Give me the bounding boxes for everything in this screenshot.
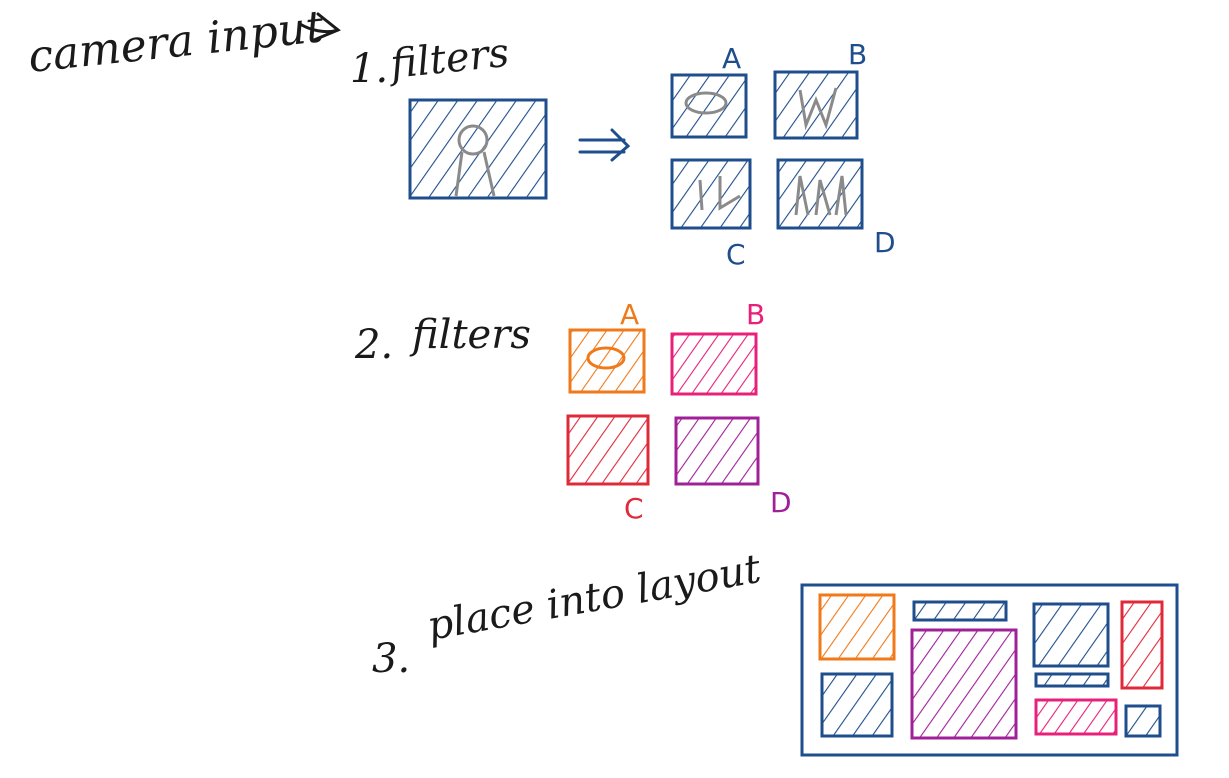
- layout-tile-pink: [1034, 698, 1118, 736]
- step-1-heading: 1. filters: [350, 30, 511, 92]
- layout-tile-blue-strip-top: [912, 600, 1008, 622]
- layout-board: [800, 583, 1179, 757]
- double-arrow-icon: [578, 128, 631, 162]
- step-2-number: 2.: [354, 322, 393, 368]
- squiggle-sketch-icon: [798, 87, 838, 131]
- layout-tile-red: [1120, 600, 1164, 690]
- legs-sketch-icon: [794, 175, 848, 216]
- step-1-label: filters: [385, 30, 511, 88]
- layout-tile-purple: [910, 628, 1018, 740]
- step-2-heading: 2. filters: [354, 312, 531, 368]
- layout-tile-orange: [818, 593, 896, 661]
- step-3-label: place into layout: [424, 546, 765, 650]
- person-silhouette-icon: [454, 124, 496, 197]
- section-letter-b: B: [848, 38, 867, 71]
- filtered-section-d: [674, 416, 760, 486]
- filter-letter-c: C: [624, 492, 644, 525]
- layout-tile-blue-right: [1032, 602, 1110, 668]
- filter-letter-b: B: [746, 298, 765, 331]
- layout-tile-blue-small: [1124, 704, 1162, 738]
- section-letter-a: A: [722, 42, 741, 75]
- layout-tile-blue-left: [820, 672, 894, 738]
- sliced-section-b: [773, 70, 859, 140]
- filtered-section-c: [566, 414, 650, 486]
- sliced-section-a: [670, 73, 748, 139]
- step-3-heading: 3. place into layout: [372, 546, 765, 682]
- camera-input-label: camera input: [26, 1, 327, 83]
- limbs-sketch-icon: [698, 176, 741, 211]
- filtered-section-b: [670, 332, 758, 396]
- filter-letter-d: D: [770, 486, 792, 519]
- sliced-section-d: [776, 158, 864, 230]
- step-1-number: 1.: [350, 46, 388, 92]
- layout-tile-blue-strip-mid: [1034, 672, 1110, 688]
- curved-arrow-icon: [298, 12, 341, 42]
- step-3-number: 3.: [372, 636, 410, 682]
- step-2-label: filters: [409, 312, 531, 358]
- eye-sketch-icon: [684, 91, 728, 115]
- filtered-section-a: [568, 328, 646, 394]
- camera-frame: [408, 98, 548, 200]
- sliced-section-c: [670, 158, 752, 230]
- section-letter-d: D: [874, 226, 896, 259]
- section-letter-c: C: [726, 238, 746, 271]
- filter-letter-a: A: [620, 298, 639, 331]
